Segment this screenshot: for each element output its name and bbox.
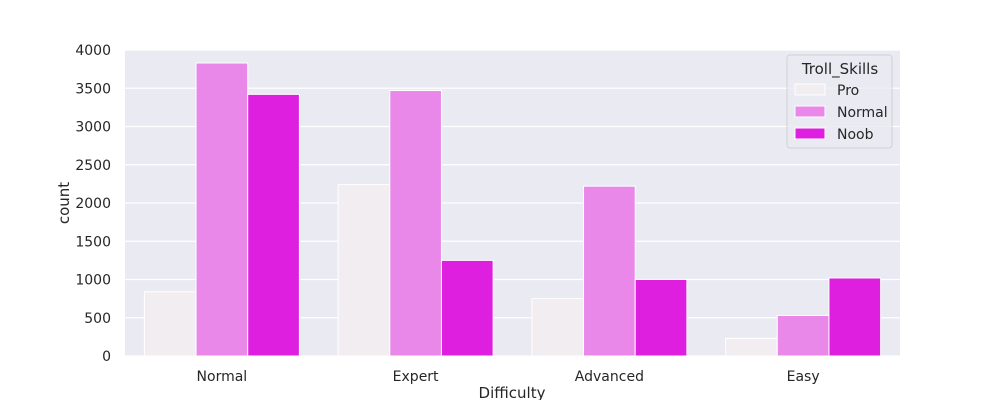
legend-swatch-normal	[794, 105, 826, 118]
legend-title: Troll_Skills	[801, 60, 879, 79]
legend-items: Pro Normal Noob	[794, 83, 888, 143]
bar-pro-expert	[337, 184, 391, 357]
x-tick-label: Advanced	[575, 369, 644, 385]
y-tick-label: 1500	[75, 234, 111, 250]
y-tick-label: 4000	[75, 43, 111, 59]
bar-noob-normal	[247, 93, 300, 357]
bar-pro-advanced	[531, 298, 585, 357]
legend-swatch-pro	[794, 83, 826, 96]
legend-label: Pro	[837, 83, 859, 99]
x-axis-label: Difficulty	[479, 384, 546, 400]
x-tick-label: Expert	[393, 369, 439, 385]
bar-normal-expert	[389, 90, 442, 357]
bar-pro-easy	[725, 337, 778, 357]
bars-group	[143, 62, 882, 357]
y-tick-label: 2500	[75, 158, 111, 174]
bar-normal-advanced	[583, 185, 636, 357]
bar-normal-normal	[195, 62, 249, 357]
y-tick-label: 0	[102, 349, 111, 365]
legend-swatch-noob	[794, 127, 826, 140]
bar-pro-normal	[143, 291, 197, 357]
y-tick-label: 2000	[75, 196, 111, 212]
legend-label: Noob	[837, 127, 874, 143]
y-tick-label: 3500	[75, 81, 111, 97]
x-tick-label: Normal	[197, 369, 248, 385]
y-tick-label: 3000	[75, 120, 111, 136]
y-tick-label: 500	[84, 311, 111, 327]
legend-box	[786, 54, 893, 149]
bar-noob-advanced	[634, 279, 688, 357]
legend-label: Normal	[837, 105, 888, 121]
x-tick-labels: Normal Expert Advanced Easy	[197, 369, 820, 385]
y-tick-labels: 0 500 1000 1500 2000 2500 3000 3500 4000	[75, 43, 111, 365]
bar-normal-easy	[776, 314, 830, 357]
bar-noob-easy	[828, 277, 882, 357]
legend: Troll_Skills Pro Normal Noob	[786, 54, 893, 149]
x-tick-label: Easy	[787, 369, 820, 385]
y-axis-label: count	[55, 182, 73, 224]
y-tick-label: 1000	[75, 273, 111, 289]
bar-noob-expert	[440, 259, 494, 357]
